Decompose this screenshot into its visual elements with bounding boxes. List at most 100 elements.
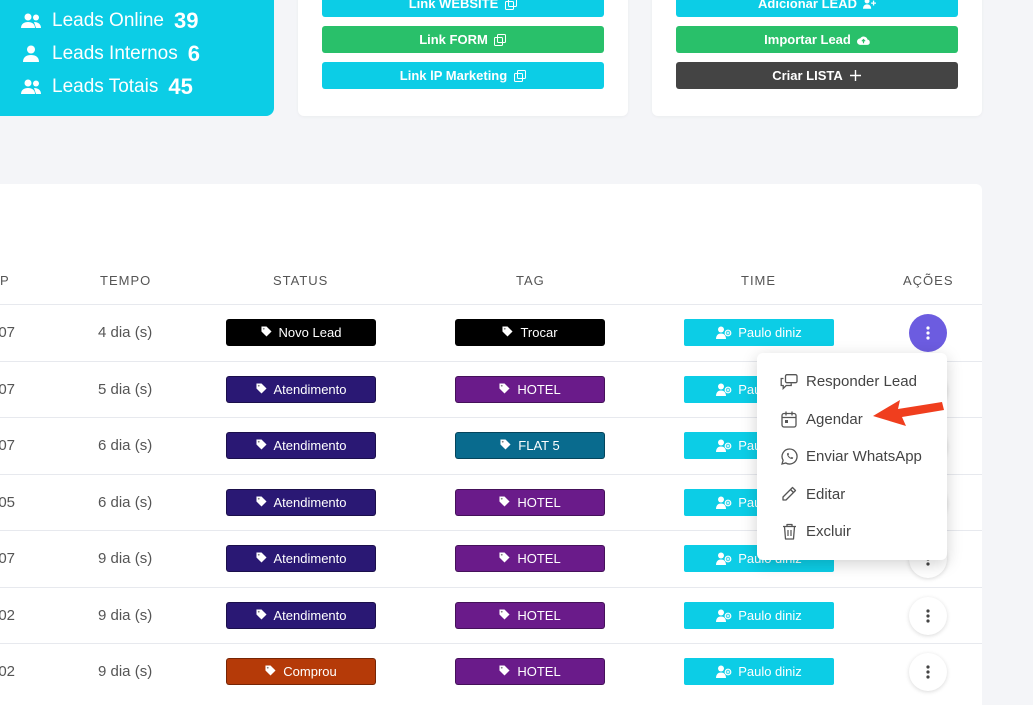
stat-label: Leads Online (52, 9, 164, 31)
time-label: Paulo diniz (738, 607, 802, 623)
calendar-icon (780, 410, 798, 428)
tag-icon (502, 325, 513, 340)
tag-badge[interactable]: HOTEL (455, 488, 605, 516)
menu-item-label: Editar (806, 485, 846, 503)
status-badge[interactable]: Comprou (226, 658, 376, 685)
column-header-acoes: AÇÕES (903, 273, 954, 288)
status-label: Atendimento (273, 494, 347, 510)
time-label: Paulo diniz (738, 664, 802, 679)
button-label: Link FORM (419, 32, 488, 47)
row-actions-button[interactable] (909, 314, 947, 352)
pencil-icon (780, 485, 798, 503)
cell-tempo: 9 dia (s) (98, 663, 153, 680)
import-lead-button[interactable]: Importar Lead (676, 26, 958, 53)
stat-value: 39 (173, 7, 199, 33)
status-badge[interactable]: Atendimento (226, 545, 376, 572)
tag-icon (499, 551, 510, 566)
tag-badge[interactable]: HOTEL (455, 545, 605, 572)
menu-item-excluir[interactable]: Excluir (757, 513, 947, 551)
user-cog-icon (716, 665, 732, 678)
tag-label: HOTEL (517, 551, 561, 566)
create-list-button[interactable]: Criar LISTA (676, 62, 958, 89)
cell-p: 802 (0, 663, 16, 680)
user-cog-icon (716, 439, 732, 452)
tag-badge[interactable]: HOTEL (455, 658, 605, 685)
stats-card: Leads Online 39 Leads Internos 6 Leads T… (0, 0, 274, 116)
stat-leads-totais: Leads Totais 45 (20, 70, 274, 103)
whatsapp-icon (780, 448, 798, 466)
tag-icon (499, 608, 510, 623)
kebab-icon (926, 608, 930, 623)
status-badge[interactable]: Atendimento (226, 488, 376, 516)
time-badge[interactable]: Paulo diniz (684, 658, 834, 685)
annotation-arrow-icon (873, 400, 944, 426)
cell-tempo: 4 dia (s) (98, 324, 153, 341)
add-lead-button[interactable]: Adicionar LEAD (676, 0, 958, 17)
tag-icon (255, 551, 267, 566)
link-form-button[interactable]: Link FORM (322, 26, 604, 53)
cell-p: 807 (0, 324, 16, 341)
menu-item-enviar-whatsapp[interactable]: Enviar WhatsApp (757, 438, 947, 476)
stat-label: Leads Internos (52, 42, 178, 64)
tag-icon (261, 325, 272, 340)
user-icon (20, 45, 42, 63)
column-header-tempo: TEMPO (100, 273, 152, 288)
row-actions-button[interactable] (909, 596, 947, 635)
user-plus-icon (862, 0, 876, 10)
tag-icon (255, 382, 267, 397)
menu-item-responder-lead[interactable]: Responder Lead (757, 363, 947, 401)
column-header-p: P (0, 273, 10, 288)
tag-badge[interactable]: FLAT 5 (455, 432, 605, 459)
menu-item-agendar[interactable]: Agendar (757, 401, 947, 439)
button-label: Importar Lead (764, 32, 851, 47)
plus-icon (849, 69, 862, 82)
table-row: 807 4 dia (s) Novo Lead Trocar Paulo diniz (0, 304, 982, 360)
menu-item-label: Agendar (806, 410, 863, 428)
stat-leads-online: Leads Online 39 (20, 4, 274, 37)
cell-tempo: 6 dia (s) (98, 437, 153, 454)
column-header-status: STATUS (273, 273, 329, 288)
link-website-button[interactable]: Link WEBSITE (322, 0, 604, 17)
tag-icon (265, 664, 276, 679)
tag-badge[interactable]: HOTEL (455, 601, 605, 629)
cell-p: 807 (0, 380, 16, 398)
button-label: Link lP Marketing (399, 68, 508, 83)
row-actions-button[interactable] (909, 653, 947, 691)
time-badge[interactable]: Paulo diniz (684, 319, 834, 346)
menu-item-label: Enviar WhatsApp (806, 448, 922, 466)
tag-badge[interactable]: HOTEL (455, 375, 605, 403)
tag-icon (255, 495, 267, 510)
column-header-tag: TAG (516, 273, 545, 288)
menu-item-editar[interactable]: Editar (757, 476, 947, 514)
links-card: Link WEBSITE Link FORM Link lP Marketing (298, 0, 628, 116)
time-badge[interactable]: Paulo diniz (684, 601, 834, 629)
cell-tempo: 5 dia (s) (98, 380, 153, 398)
users-icon (20, 12, 42, 30)
tag-label: HOTEL (517, 381, 561, 397)
tag-icon (499, 382, 510, 397)
tag-badge[interactable]: Trocar (455, 319, 605, 346)
status-badge[interactable]: Atendimento (226, 375, 376, 403)
row-actions-menu: Responder Lead Agendar Enviar WhatsApp E… (757, 353, 947, 560)
status-badge[interactable]: Atendimento (226, 601, 376, 629)
cell-p: 505 (0, 493, 16, 511)
tag-label: HOTEL (517, 664, 561, 679)
menu-item-label: Responder Lead (806, 373, 917, 391)
tag-label: Trocar (520, 325, 558, 340)
trash-icon (780, 523, 798, 541)
column-header-time: TIME (741, 273, 777, 288)
tag-icon (255, 438, 267, 453)
stat-label: Leads Totais (52, 75, 159, 97)
link-lp-marketing-button[interactable]: Link lP Marketing (322, 62, 604, 89)
cell-tempo: 9 dia (s) (98, 550, 153, 567)
tag-label: HOTEL (517, 494, 561, 510)
status-badge[interactable]: Atendimento (226, 432, 376, 459)
tag-icon (500, 438, 511, 453)
status-label: Atendimento (273, 607, 347, 623)
tag-label: FLAT 5 (518, 438, 560, 453)
status-label: Atendimento (273, 381, 347, 397)
stat-leads-internos: Leads Internos 6 (20, 37, 274, 70)
table-row: 802 9 dia (s) Atendimento HOTEL Paulo diniz (0, 586, 982, 643)
user-cog-icon (716, 609, 732, 622)
status-badge[interactable]: Novo Lead (226, 319, 376, 346)
